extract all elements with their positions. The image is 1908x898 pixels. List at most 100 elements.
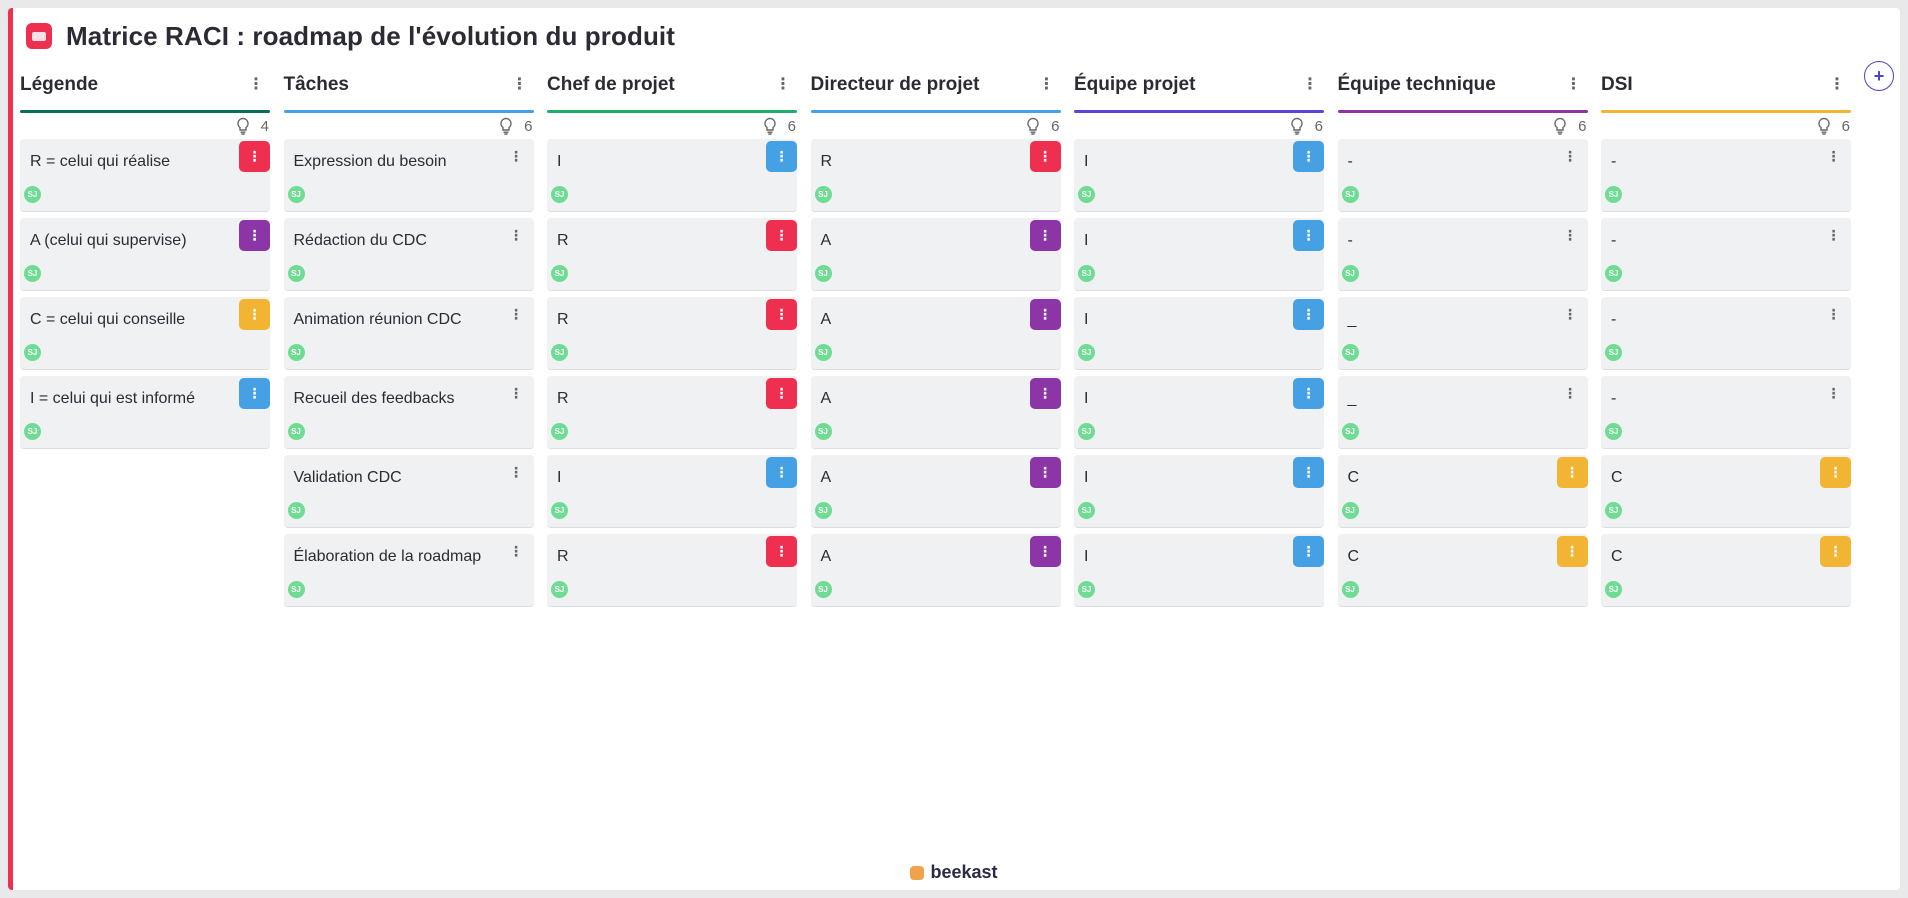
idea-card[interactable]: A ⋮ SJ xyxy=(810,534,1061,607)
card-menu-icon[interactable]: ⋮ xyxy=(1563,306,1577,322)
card-menu-icon[interactable]: ⋮ xyxy=(766,299,797,330)
card-menu-icon[interactable]: ⋮ xyxy=(509,227,523,243)
card-menu-icon[interactable]: ⋮ xyxy=(1029,457,1061,488)
idea-card[interactable]: R = celui qui réalise ⋮ SJ xyxy=(20,139,270,212)
idea-card[interactable]: I ⋮ SJ xyxy=(547,455,797,528)
card-menu-icon[interactable]: ⋮ xyxy=(766,220,797,251)
idea-card[interactable]: _ ⋮ SJ xyxy=(1337,297,1588,370)
idea-card[interactable]: A (celui qui supervise) ⋮ SJ xyxy=(20,218,270,291)
card-menu-icon[interactable]: ⋮ xyxy=(1826,148,1841,164)
idea-card[interactable]: I ⋮ SJ xyxy=(1074,218,1324,291)
card-menu-icon[interactable]: ⋮ xyxy=(1820,536,1851,567)
card-text: Validation CDC xyxy=(293,469,402,486)
card-menu-icon[interactable]: ⋮ xyxy=(766,536,797,567)
card-menu-icon[interactable]: ⋮ xyxy=(509,148,523,164)
idea-card[interactable]: C ⋮ SJ xyxy=(1337,534,1588,607)
card-menu-icon[interactable]: ⋮ xyxy=(509,543,523,559)
column-title[interactable]: Directeur de projet xyxy=(810,74,980,95)
card-menu-icon[interactable]: ⋮ xyxy=(1826,306,1841,322)
idea-card[interactable]: - ⋮ SJ xyxy=(1337,218,1588,291)
card-menu-icon[interactable]: ⋮ xyxy=(1029,378,1061,409)
column-menu-icon[interactable]: ⋮ xyxy=(1829,76,1845,93)
idea-card[interactable]: - ⋮ SJ xyxy=(1601,139,1851,212)
idea-card[interactable]: Animation réunion CDC ⋮ SJ xyxy=(283,297,534,370)
card-menu-icon[interactable]: ⋮ xyxy=(1029,299,1061,330)
idea-card[interactable]: R ⋮ SJ xyxy=(547,534,797,607)
card-menu-icon[interactable]: ⋮ xyxy=(1826,227,1841,243)
card-menu-icon[interactable]: ⋮ xyxy=(1820,457,1851,488)
idea-card[interactable]: A ⋮ SJ xyxy=(810,455,1061,528)
page-title: Matrice RACI : roadmap de l'évolution du… xyxy=(66,20,676,51)
idea-card[interactable]: C ⋮ SJ xyxy=(1601,455,1851,528)
column-title[interactable]: Équipe projet xyxy=(1074,74,1196,95)
column-title[interactable]: Chef de projet xyxy=(547,74,675,95)
card-text: - xyxy=(1611,153,1617,170)
column-title[interactable]: DSI xyxy=(1601,74,1633,95)
card-menu-icon[interactable]: ⋮ xyxy=(766,457,797,488)
idea-card[interactable]: C = celui qui conseille ⋮ SJ xyxy=(20,297,270,370)
idea-card[interactable]: Rédaction du CDC ⋮ SJ xyxy=(283,218,534,291)
card-menu-icon[interactable]: ⋮ xyxy=(239,141,270,172)
card-menu-icon[interactable]: ⋮ xyxy=(1556,457,1588,488)
idea-card[interactable]: A ⋮ SJ xyxy=(810,297,1061,370)
idea-card[interactable]: C ⋮ SJ xyxy=(1337,455,1588,528)
column-menu-icon[interactable]: ⋮ xyxy=(775,76,791,93)
card-menu-icon[interactable]: ⋮ xyxy=(1029,536,1061,567)
idea-card[interactable]: - ⋮ SJ xyxy=(1601,218,1851,291)
idea-card[interactable]: I ⋮ SJ xyxy=(1074,376,1324,449)
column-menu-icon[interactable]: ⋮ xyxy=(1565,76,1582,93)
idea-card[interactable]: R ⋮ SJ xyxy=(547,376,797,449)
card-menu-icon[interactable]: ⋮ xyxy=(1293,378,1324,409)
card-menu-icon[interactable]: ⋮ xyxy=(239,220,270,251)
column-menu-icon[interactable]: ⋮ xyxy=(1038,76,1055,93)
card-menu-icon[interactable]: ⋮ xyxy=(766,378,797,409)
card-menu-icon[interactable]: ⋮ xyxy=(1293,220,1324,251)
idea-card[interactable]: I ⋮ SJ xyxy=(1074,455,1324,528)
card-menu-icon[interactable]: ⋮ xyxy=(1826,385,1841,401)
card-menu-icon[interactable]: ⋮ xyxy=(1563,148,1577,164)
column-color-bar xyxy=(20,110,270,113)
idea-card[interactable]: Expression du besoin ⋮ SJ xyxy=(283,139,534,212)
card-menu-icon[interactable]: ⋮ xyxy=(509,306,523,322)
card-menu-icon[interactable]: ⋮ xyxy=(1029,220,1061,251)
idea-card[interactable]: I = celui qui est informé ⋮ SJ xyxy=(20,376,270,449)
card-menu-icon[interactable]: ⋮ xyxy=(1563,385,1577,401)
idea-card[interactable]: Élaboration de la roadmap ⋮ SJ xyxy=(283,534,534,607)
idea-card[interactable]: - ⋮ SJ xyxy=(1601,297,1851,370)
card-menu-icon[interactable]: ⋮ xyxy=(1293,299,1324,330)
column-menu-icon[interactable]: ⋮ xyxy=(511,76,528,93)
idea-card[interactable]: R ⋮ SJ xyxy=(810,139,1061,212)
column-menu-icon[interactable]: ⋮ xyxy=(248,76,264,93)
idea-card[interactable]: R ⋮ SJ xyxy=(547,218,797,291)
column-menu-icon[interactable]: ⋮ xyxy=(1302,76,1318,93)
idea-card[interactable]: Validation CDC ⋮ SJ xyxy=(283,455,534,528)
idea-card[interactable]: I ⋮ SJ xyxy=(547,139,797,212)
idea-card[interactable]: _ ⋮ SJ xyxy=(1337,376,1588,449)
card-menu-icon[interactable]: ⋮ xyxy=(1293,457,1324,488)
card-menu-icon[interactable]: ⋮ xyxy=(509,385,523,401)
card-menu-icon[interactable]: ⋮ xyxy=(509,464,523,480)
column-title[interactable]: Légende xyxy=(20,74,99,95)
idea-card[interactable]: Recueil des feedbacks ⋮ SJ xyxy=(283,376,534,449)
column-title[interactable]: Équipe technique xyxy=(1337,74,1496,95)
idea-card[interactable]: C ⋮ SJ xyxy=(1601,534,1851,607)
idea-card[interactable]: R ⋮ SJ xyxy=(547,297,797,370)
idea-card[interactable]: I ⋮ SJ xyxy=(1074,297,1324,370)
idea-card[interactable]: A ⋮ SJ xyxy=(810,218,1061,291)
idea-card[interactable]: I ⋮ SJ xyxy=(1074,534,1324,607)
idea-card[interactable]: I ⋮ SJ xyxy=(1074,139,1324,212)
card-menu-icon[interactable]: ⋮ xyxy=(766,141,797,172)
card-menu-icon[interactable]: ⋮ xyxy=(1029,141,1061,172)
card-menu-icon[interactable]: ⋮ xyxy=(239,378,270,409)
idea-card[interactable]: A ⋮ SJ xyxy=(810,376,1061,449)
column-title[interactable]: Tâches xyxy=(283,74,349,95)
card-menu-icon[interactable]: ⋮ xyxy=(1563,227,1577,243)
idea-card[interactable]: - ⋮ SJ xyxy=(1337,139,1588,212)
card-list: R ⋮ SJ A ⋮ SJ A ⋮ SJ A ⋮ SJ A ⋮ SJ A ⋮ SJ xyxy=(810,139,1061,613)
card-menu-icon[interactable]: ⋮ xyxy=(239,299,270,330)
card-menu-icon[interactable]: ⋮ xyxy=(1293,536,1324,567)
card-menu-icon[interactable]: ⋮ xyxy=(1556,536,1588,567)
add-column-button[interactable]: + xyxy=(1864,61,1894,91)
card-menu-icon[interactable]: ⋮ xyxy=(1293,141,1324,172)
idea-card[interactable]: - ⋮ SJ xyxy=(1601,376,1851,449)
